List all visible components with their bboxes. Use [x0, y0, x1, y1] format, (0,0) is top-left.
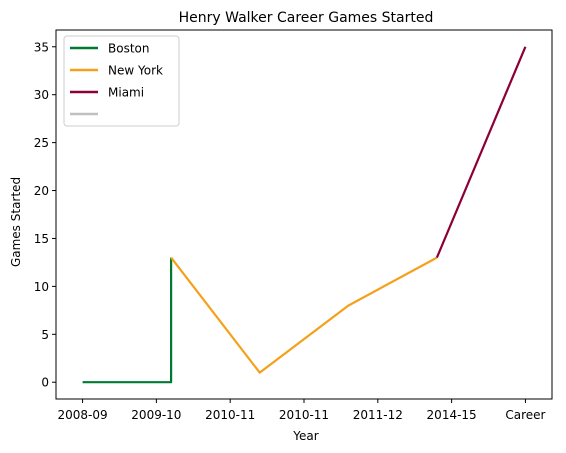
x-tick-label: 2008-09 [58, 408, 108, 422]
x-tick-label: 2011-12 [353, 408, 403, 422]
x-tick-label: 2010-11 [205, 408, 255, 422]
y-tick-label: 0 [41, 376, 49, 390]
series-line-boston [82, 257, 173, 384]
y-tick-label: 30 [34, 88, 49, 102]
legend-label: Boston [108, 42, 149, 56]
legend-label: Miami [108, 86, 144, 100]
plot-area: 0 5 10 15 20 25 30 35 2008-09 2009-10 2010-11 2010-… [34, 29, 553, 422]
x-tick-label: 2014-15 [427, 408, 477, 422]
y-axis-label: Games Started [9, 177, 23, 267]
x-tick-label: 2009-10 [131, 408, 181, 422]
y-tick-label: 10 [34, 280, 49, 294]
legend-label: New York [108, 64, 163, 78]
y-tick-label: 25 [34, 136, 49, 150]
y-tick-label: 35 [34, 40, 49, 54]
x-tick-label: Career [505, 408, 545, 422]
x-axis-label: Year [292, 429, 318, 443]
y-tick-label: 20 [34, 184, 49, 198]
legend: Boston New York Miami [63, 35, 180, 127]
x-tick-label: 2010-11 [279, 408, 329, 422]
y-tick-label: 5 [41, 328, 49, 342]
chart-title: Henry Walker Career Games Started [179, 10, 434, 26]
series-line-miami [435, 46, 527, 259]
series-line-new-york [170, 256, 438, 374]
y-tick-label: 15 [34, 232, 49, 246]
legend-box [63, 35, 180, 127]
